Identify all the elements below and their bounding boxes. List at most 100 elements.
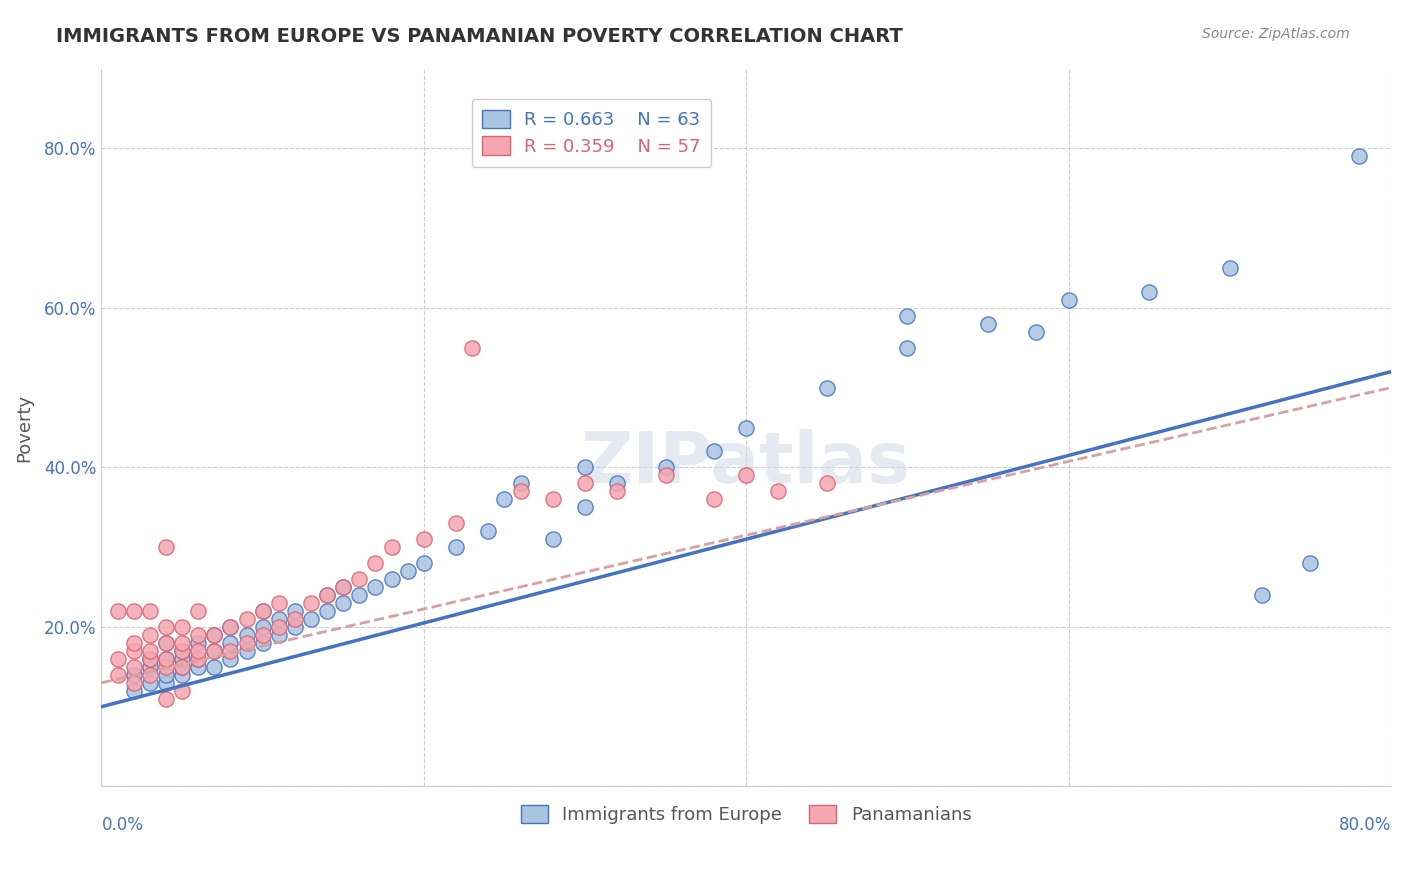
Legend: Immigrants from Europe, Panamanians: Immigrants from Europe, Panamanians <box>510 794 983 835</box>
Point <box>299 596 322 610</box>
Point <box>122 667 145 681</box>
Text: Source: ZipAtlas.com: Source: ZipAtlas.com <box>1202 27 1350 41</box>
Point <box>703 444 725 458</box>
Point <box>412 556 434 570</box>
Point <box>284 604 307 618</box>
Text: 80.0%: 80.0% <box>1339 815 1391 833</box>
Point <box>284 620 307 634</box>
Point <box>252 636 274 650</box>
Point <box>187 628 209 642</box>
Point <box>316 588 339 602</box>
Point <box>349 588 371 602</box>
Point <box>654 460 676 475</box>
Point <box>316 588 339 602</box>
Point <box>187 644 209 658</box>
Point <box>316 604 339 618</box>
Point <box>977 317 1000 331</box>
Point <box>235 636 257 650</box>
Point <box>1251 588 1274 602</box>
Point <box>252 604 274 618</box>
Point <box>122 644 145 658</box>
Point <box>155 652 177 666</box>
Point <box>122 675 145 690</box>
Point <box>541 532 564 546</box>
Point <box>252 604 274 618</box>
Point <box>155 620 177 634</box>
Point <box>219 636 242 650</box>
Point <box>477 524 499 539</box>
Point <box>299 612 322 626</box>
Point <box>202 644 225 658</box>
Point <box>122 604 145 618</box>
Point <box>219 620 242 634</box>
Point <box>364 556 387 570</box>
Point <box>703 492 725 507</box>
Point <box>1299 556 1322 570</box>
Point <box>461 341 484 355</box>
Point <box>606 476 628 491</box>
Point <box>267 596 290 610</box>
Point <box>107 604 129 618</box>
Point <box>896 341 918 355</box>
Point <box>107 667 129 681</box>
Point <box>284 612 307 626</box>
Point <box>1219 260 1241 275</box>
Point <box>139 675 162 690</box>
Point <box>187 636 209 650</box>
Point <box>202 660 225 674</box>
Point <box>364 580 387 594</box>
Point <box>768 484 790 499</box>
Point <box>219 652 242 666</box>
Point <box>155 636 177 650</box>
Y-axis label: Poverty: Poverty <box>15 393 32 461</box>
Point <box>170 660 193 674</box>
Point <box>267 612 290 626</box>
Point <box>252 628 274 642</box>
Point <box>170 644 193 658</box>
Point <box>155 652 177 666</box>
Point <box>139 644 162 658</box>
Point <box>155 691 177 706</box>
Point <box>574 476 596 491</box>
Point <box>574 500 596 515</box>
Point <box>267 628 290 642</box>
Point <box>202 628 225 642</box>
Point <box>252 620 274 634</box>
Point <box>235 644 257 658</box>
Point <box>139 628 162 642</box>
Point <box>606 484 628 499</box>
Point <box>170 652 193 666</box>
Point <box>170 667 193 681</box>
Point <box>815 381 838 395</box>
Point <box>267 620 290 634</box>
Point <box>235 628 257 642</box>
Point <box>122 636 145 650</box>
Point <box>735 468 758 483</box>
Point <box>1057 293 1080 307</box>
Point <box>235 612 257 626</box>
Point <box>381 540 404 554</box>
Point <box>444 540 467 554</box>
Point <box>444 516 467 531</box>
Point <box>170 620 193 634</box>
Point <box>139 660 162 674</box>
Point <box>332 580 354 594</box>
Point <box>187 604 209 618</box>
Point <box>187 652 209 666</box>
Point <box>412 532 434 546</box>
Text: ZIPatlas: ZIPatlas <box>581 429 911 498</box>
Point <box>155 660 177 674</box>
Point <box>122 683 145 698</box>
Point <box>155 636 177 650</box>
Point <box>396 564 419 578</box>
Point <box>170 660 193 674</box>
Point <box>202 644 225 658</box>
Point <box>187 660 209 674</box>
Point <box>155 675 177 690</box>
Point <box>815 476 838 491</box>
Point <box>155 667 177 681</box>
Point <box>170 636 193 650</box>
Point <box>332 596 354 610</box>
Point <box>381 572 404 586</box>
Point <box>349 572 371 586</box>
